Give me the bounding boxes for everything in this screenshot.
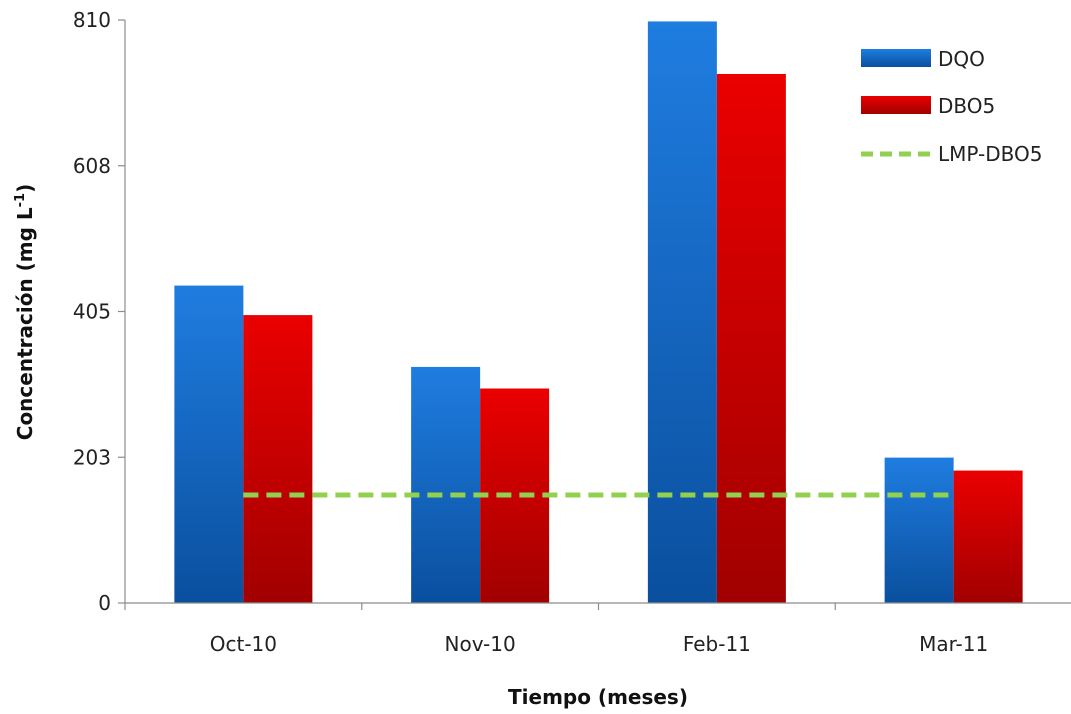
y-axis-title-main: Concentración (mg L	[13, 207, 37, 440]
x-tick-label: Oct-10	[210, 632, 277, 656]
y-tick-label: 810	[73, 8, 111, 32]
y-tick-label: 405	[73, 300, 111, 324]
bar-dqo-feb-11	[647, 21, 717, 603]
axes-layer: 0 203 405 608 810 Oct-10 Nov-10 Feb-11 Mar-11	[73, 8, 1071, 656]
x-tick-label: Mar-11	[919, 632, 988, 656]
y-axis-title-end: )	[13, 184, 37, 193]
x-axis-title: Tiempo (meses)	[508, 685, 688, 709]
y-tick-label: 203	[73, 445, 111, 469]
x-tick-label: Feb-11	[683, 632, 751, 656]
legend: DQO DBO5 LMP-DBO5	[861, 47, 1042, 166]
bar-dbo5-nov-10	[480, 388, 550, 603]
legend-swatch-dqo	[861, 49, 931, 67]
x-tick-label: Nov-10	[445, 632, 516, 656]
y-tick-label: 608	[73, 154, 111, 178]
bar-dqo-nov-10	[411, 366, 481, 603]
legend-label-dqo: DQO	[938, 47, 985, 71]
legend-label-dbo5: DBO5	[938, 94, 995, 118]
legend-swatch-dbo5	[861, 96, 931, 114]
bar-dqo-mar-11	[884, 457, 954, 603]
bar-dbo5-oct-10	[243, 315, 313, 603]
bar-dbo5-mar-11	[953, 470, 1023, 603]
bar-dqo-oct-10	[174, 285, 244, 603]
legend-label-lmp-dbo5: LMP-DBO5	[938, 142, 1042, 166]
y-tick-label: 0	[98, 591, 111, 615]
bar-dbo5-feb-11	[716, 73, 786, 603]
bars-layer	[174, 21, 1023, 603]
y-axis-title-superscript: -1	[13, 193, 28, 207]
y-axis-title: Concentración (mg L-1)	[13, 184, 37, 440]
